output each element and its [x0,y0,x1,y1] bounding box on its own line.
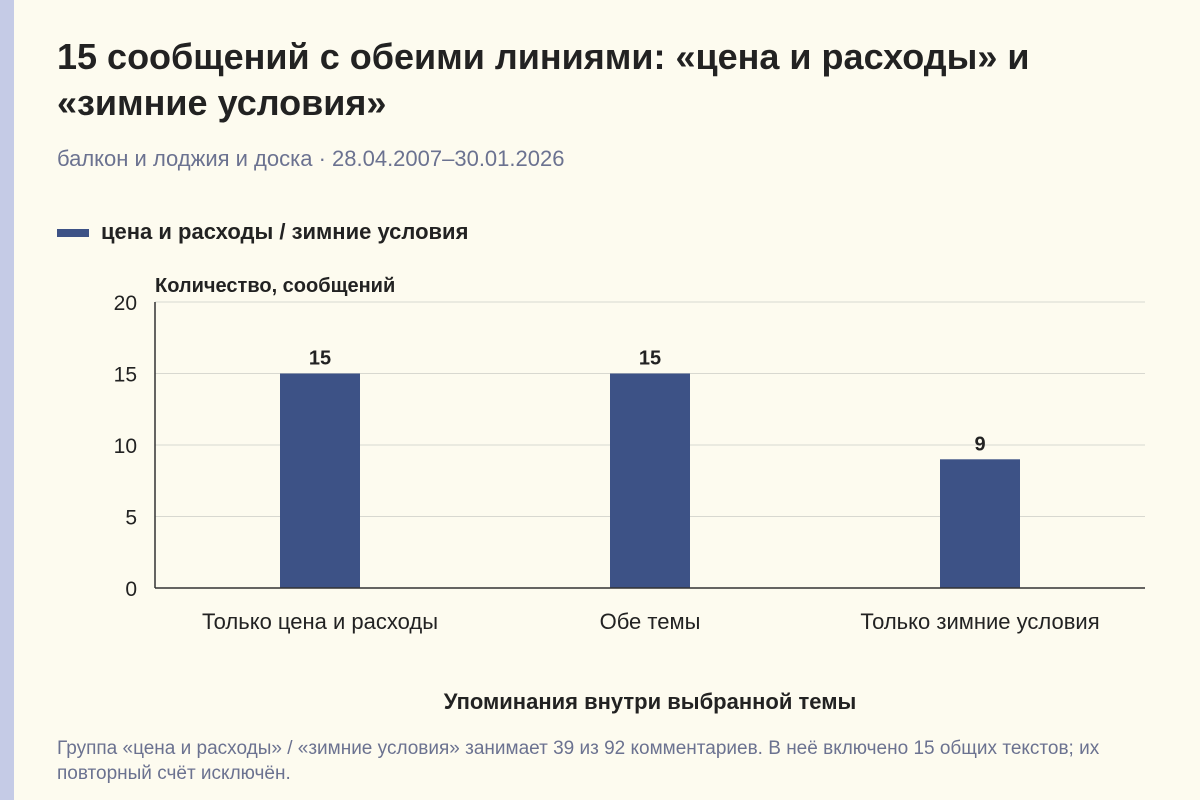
y-tick-label: 15 [114,364,137,387]
bar [610,373,690,588]
x-tick-label: Только зимние условия [860,609,1099,634]
bars [280,373,1020,588]
x-tick-label: Только цена и расходы [202,609,438,634]
y-axis-title: Количество, сообщений [155,275,395,297]
axes [154,302,1145,589]
legend-label: цена и расходы / зимние условия [101,219,469,244]
left-accent-strip [0,0,14,800]
footnote: Группа «цена и расходы» / «зимние услови… [57,738,1100,784]
bar [940,459,1020,588]
y-tick-label: 20 [114,292,137,315]
y-tick-label: 0 [125,578,137,601]
data-label: 15 [639,348,661,370]
y-tick-label: 10 [114,435,137,458]
data-label: 9 [974,433,985,455]
x-tick-label: Обе темы [600,609,701,634]
bar-chart: 0 5 10 15 20 15 Только цена и расходы 15 Обе тем… [114,275,1145,714]
labels: 0 5 10 15 20 15 Только цена и расходы 15 Обе тем… [114,275,1100,714]
legend-swatch [57,229,89,237]
data-label: 15 [309,348,331,370]
bar [280,373,360,588]
y-tick-label: 5 [125,507,137,530]
legend: цена и расходы / зимние условия [57,219,468,245]
chart-subtitle: балкон и лоджия и доска · 28.04.2007–30.… [57,146,565,171]
x-axis-title: Упоминания внутри выбранной темы [444,689,857,714]
chart-title: 15 сообщений с обеими линиями: «цена и р… [57,36,1030,123]
